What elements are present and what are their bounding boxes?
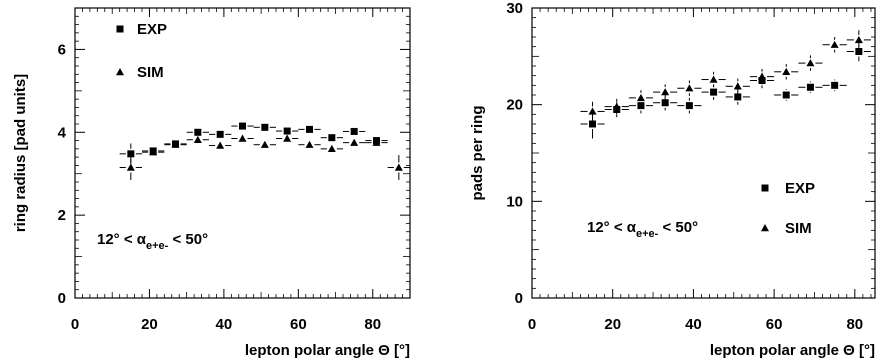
data-point-exp [806,83,814,91]
data-point-exp [283,127,291,135]
legend-label-sim: SIM [785,220,812,237]
data-point-sim [854,35,863,44]
data-point-exp [782,91,790,99]
data-point-sim [733,82,742,90]
y-tick-label: 30 [506,0,523,17]
data-point-sim [661,88,670,96]
y-axis-label: pads per ring [469,105,486,200]
data-point-exp [758,77,766,84]
series-sim [580,30,871,122]
legend-marker-sim [761,224,769,232]
y-tick-label: 0 [515,290,523,307]
x-tick-label: 80 [364,316,381,333]
y-tick-label: 2 [58,207,66,224]
data-point-sim [612,102,621,110]
legend-label-sim: SIM [137,64,164,81]
data-point-sim [709,75,718,83]
plot-frame [531,7,876,299]
data-point-exp [194,128,202,136]
annotation-prefix: 12° < α [97,231,147,248]
annotation-suffix: < 50° [658,219,698,236]
data-point-exp [328,134,336,142]
data-point-exp [685,102,693,110]
annotation-subscript: e+e- [146,240,169,252]
data-point-exp [239,122,246,130]
data-point-exp [855,48,863,55]
data-point-sim [193,135,202,143]
data-point-sim [327,144,336,153]
chart-panel-0: 0 20 40 60 80 0 2 4 6 lepton polar angle Θ [°] rin… [12,7,411,359]
y-tick-label: 10 [506,193,523,210]
data-point-exp [710,88,718,96]
annotation-prefix: 12° < α [587,219,637,236]
data-point-exp [589,120,597,128]
chart-panel-1: 0 20 40 60 80 0 10 20 30 lepton polar angle Θ [°]… [469,0,876,359]
x-tick-label: 20 [141,316,158,333]
data-point-sim [806,59,815,67]
data-point-sim [350,138,359,146]
legend-marker-exp [116,25,124,33]
data-point-sim [283,134,292,142]
angle-cut-annotation: 12° < αe+e- < 50° [97,231,208,252]
data-point-exp [261,123,269,131]
x-tick-label: 60 [290,316,307,333]
x-tick-label: 80 [846,316,863,333]
data-point-sim [216,141,225,149]
data-point-exp [350,127,358,135]
data-point-sim [588,107,597,115]
annotation-suffix: < 50° [168,231,208,248]
plot-frame [74,7,411,299]
data-point-sim [636,93,645,102]
series-sim [119,134,410,180]
data-point-exp [734,93,742,101]
x-tick-label: 0 [71,316,79,333]
y-tick-label: 6 [58,41,66,58]
data-point-sim [260,140,269,148]
x-axis-label: lepton polar angle Θ [°] [710,342,875,359]
data-point-sim [782,67,791,75]
data-point-sim [171,140,180,148]
legend-marker-exp [761,184,769,192]
x-tick-label: 0 [528,316,536,333]
legend-marker-sim [116,68,124,76]
data-point-exp [661,99,669,107]
data-point-sim [126,163,135,171]
data-point-sim [238,134,247,142]
x-tick-label: 60 [766,316,783,333]
x-tick-label: 20 [604,316,621,333]
annotation-subscript: e+e- [636,228,659,240]
data-point-sim [305,140,314,148]
y-tick-label: 20 [506,97,523,114]
x-tick-label: 40 [216,316,233,333]
data-point-exp [127,150,135,158]
data-point-sim [685,84,694,92]
angle-cut-annotation: 12° < αe+e- < 50° [587,219,698,240]
series-exp [580,41,871,139]
data-point-sim [394,163,403,171]
data-point-sim [149,148,158,156]
series-exp [119,122,388,165]
legend-label-exp: EXP [785,180,815,197]
data-point-exp [831,81,839,89]
data-point-exp [306,125,313,133]
y-tick-label: 4 [58,124,67,141]
x-axis-label: lepton polar angle Θ [°] [245,342,410,359]
data-point-sim [758,72,767,80]
x-tick-label: 40 [685,316,702,333]
data-point-sim [830,40,839,48]
legend-label-exp: EXP [137,21,167,38]
data-point-sim [372,138,381,146]
y-tick-label: 0 [58,290,66,307]
y-axis-label: ring radius [pad units] [12,74,29,232]
data-point-exp [216,130,224,138]
